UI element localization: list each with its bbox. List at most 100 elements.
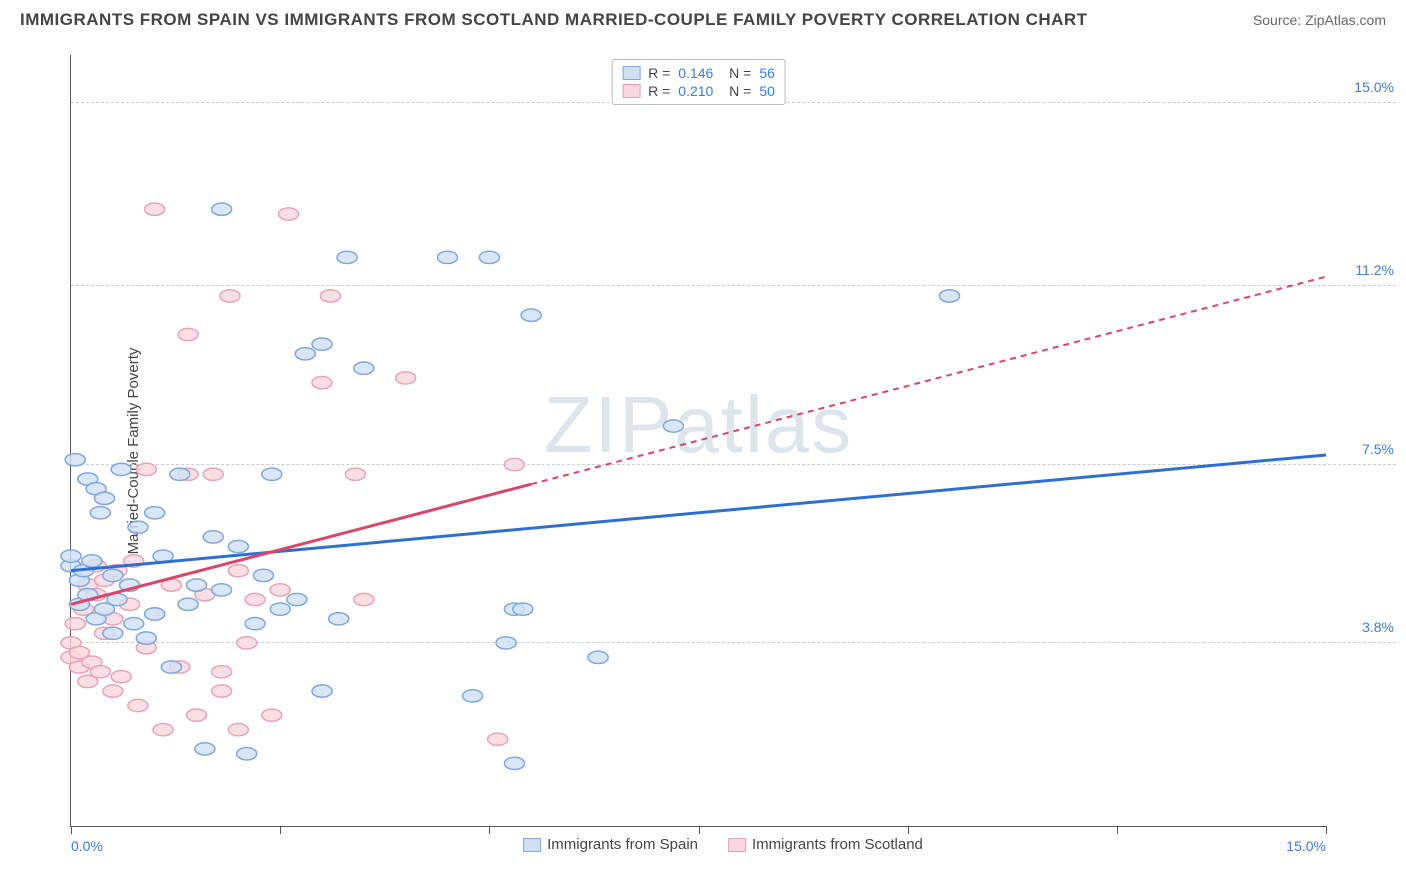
trendline-solid bbox=[71, 455, 1326, 571]
scatter-point bbox=[124, 617, 144, 629]
scatter-point bbox=[345, 468, 365, 480]
scatter-point bbox=[65, 454, 85, 466]
plot-area: ZIPatlas R = 0.146 N = 56 R = 0.210 N = … bbox=[70, 55, 1326, 827]
source-label: Source: ZipAtlas.com bbox=[1253, 12, 1386, 28]
scatter-point bbox=[312, 377, 332, 389]
scatter-point bbox=[320, 290, 340, 302]
legend-label: Immigrants from Scotland bbox=[752, 836, 923, 853]
scatter-point bbox=[504, 458, 524, 470]
scatter-point bbox=[178, 598, 198, 610]
scatter-point bbox=[128, 521, 148, 533]
y-tick-label: 15.0% bbox=[1354, 79, 1394, 95]
scatter-point bbox=[245, 617, 265, 629]
legend-series: Immigrants from Spain Immigrants from Sc… bbox=[523, 836, 923, 853]
swatch-spain bbox=[523, 838, 541, 852]
scatter-point bbox=[479, 251, 499, 263]
scatter-point bbox=[228, 540, 248, 552]
scatter-point bbox=[396, 372, 416, 384]
scatter-point bbox=[111, 463, 131, 475]
scatter-point bbox=[186, 579, 206, 591]
scatter-point bbox=[153, 723, 173, 735]
scatter-point bbox=[220, 290, 240, 302]
scatter-point bbox=[245, 593, 265, 605]
scatter-point bbox=[295, 348, 315, 360]
scatter-point bbox=[170, 468, 190, 480]
scatter-point bbox=[278, 208, 298, 220]
scatter-point bbox=[212, 666, 232, 678]
scatter-point bbox=[103, 627, 123, 639]
scatter-point bbox=[103, 685, 123, 697]
scatter-point bbox=[270, 584, 290, 596]
scatter-point bbox=[437, 251, 457, 263]
x-tick-label: 15.0% bbox=[1286, 838, 1326, 854]
legend-stats-row: R = 0.146 N = 56 bbox=[622, 64, 775, 82]
scatter-point bbox=[212, 584, 232, 596]
scatter-point bbox=[337, 251, 357, 263]
y-tick-label: 3.8% bbox=[1362, 619, 1394, 635]
scatter-point bbox=[262, 709, 282, 721]
scatter-point bbox=[521, 309, 541, 321]
scatter-point bbox=[136, 463, 156, 475]
x-tick bbox=[1326, 826, 1327, 834]
scatter-point bbox=[262, 468, 282, 480]
scatter-point bbox=[145, 507, 165, 519]
scatter-point bbox=[212, 203, 232, 215]
legend-stats: R = 0.146 N = 56 R = 0.210 N = 50 bbox=[611, 59, 786, 105]
trendline-solid bbox=[71, 484, 531, 604]
scatter-point bbox=[94, 492, 114, 504]
scatter-point bbox=[203, 468, 223, 480]
scatter-point bbox=[195, 743, 215, 755]
scatter-point bbox=[90, 666, 110, 678]
scatter-point bbox=[212, 685, 232, 697]
plot-svg bbox=[71, 55, 1326, 826]
scatter-point bbox=[161, 661, 181, 673]
scatter-point bbox=[103, 569, 123, 581]
y-tick-label: 7.5% bbox=[1362, 441, 1394, 457]
scatter-point bbox=[228, 723, 248, 735]
x-tick bbox=[908, 826, 909, 834]
scatter-point bbox=[513, 603, 533, 615]
x-tick bbox=[699, 826, 700, 834]
scatter-point bbox=[237, 637, 257, 649]
scatter-point bbox=[463, 690, 483, 702]
y-tick-label: 11.2% bbox=[1355, 262, 1394, 278]
scatter-point bbox=[65, 617, 85, 629]
swatch-scotland bbox=[728, 838, 746, 852]
x-tick bbox=[71, 826, 72, 834]
scatter-point bbox=[82, 555, 102, 567]
scatter-point bbox=[354, 593, 374, 605]
scatter-point bbox=[61, 550, 81, 562]
chart-container: Married-Couple Family Poverty ZIPatlas R… bbox=[50, 45, 1396, 857]
scatter-point bbox=[237, 748, 257, 760]
trendline-dashed bbox=[531, 277, 1326, 485]
x-tick bbox=[489, 826, 490, 834]
x-tick-label: 0.0% bbox=[71, 838, 103, 854]
scatter-point bbox=[588, 651, 608, 663]
scatter-point bbox=[178, 328, 198, 340]
scatter-point bbox=[312, 338, 332, 350]
scatter-point bbox=[663, 420, 683, 432]
scatter-point bbox=[136, 632, 156, 644]
chart-title: IMMIGRANTS FROM SPAIN VS IMMIGRANTS FROM… bbox=[20, 10, 1088, 30]
scatter-point bbox=[90, 507, 110, 519]
legend-item-spain: Immigrants from Spain bbox=[523, 836, 698, 853]
x-tick bbox=[1117, 826, 1118, 834]
swatch-spain bbox=[622, 66, 640, 80]
scatter-point bbox=[329, 613, 349, 625]
scatter-point bbox=[203, 531, 223, 543]
scatter-point bbox=[145, 608, 165, 620]
scatter-point bbox=[312, 685, 332, 697]
x-tick bbox=[280, 826, 281, 834]
scatter-point bbox=[128, 699, 148, 711]
scatter-point bbox=[504, 757, 524, 769]
scatter-point bbox=[270, 603, 290, 615]
legend-item-scotland: Immigrants from Scotland bbox=[728, 836, 923, 853]
scatter-point bbox=[354, 362, 374, 374]
scatter-point bbox=[939, 290, 959, 302]
scatter-point bbox=[111, 670, 131, 682]
scatter-point bbox=[186, 709, 206, 721]
scatter-point bbox=[145, 203, 165, 215]
scatter-point bbox=[488, 733, 508, 745]
scatter-point bbox=[496, 637, 516, 649]
scatter-point bbox=[253, 569, 273, 581]
